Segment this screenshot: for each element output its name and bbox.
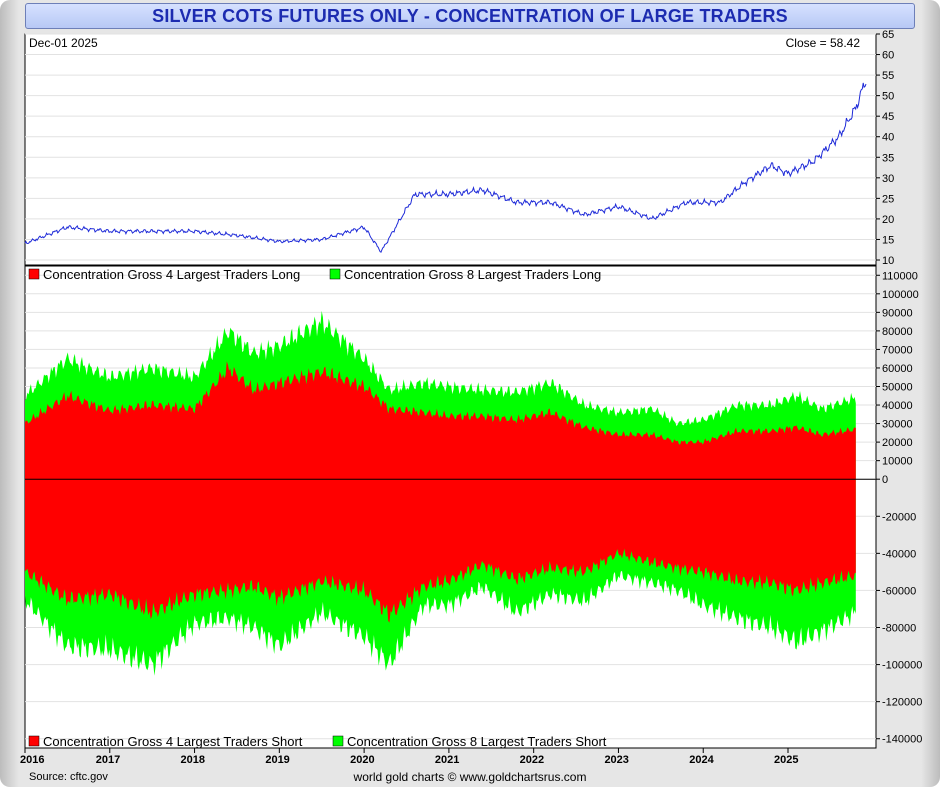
concentration-tick-label: -140000 bbox=[882, 734, 922, 746]
credit-label: world gold charts © www.goldchartsrus.co… bbox=[353, 770, 587, 784]
price-tick-label: 50 bbox=[882, 91, 894, 103]
legend-label-8-short: Concentration Gross 8 Largest Traders Sh… bbox=[347, 734, 607, 749]
legend-swatch-4-long bbox=[28, 268, 40, 280]
price-tick-label: 35 bbox=[882, 152, 894, 164]
x-axis-years: 2016 2017 2018 2019 2020 2021 2022 2023 2024 2025 bbox=[20, 748, 798, 766]
close-label: Close = 58.42 bbox=[786, 36, 861, 50]
concentration-tick-label: -40000 bbox=[882, 548, 916, 560]
year-tick-label: 2019 bbox=[265, 754, 289, 766]
price-gridlines bbox=[25, 33, 876, 261]
concentration-tick-label: 80000 bbox=[882, 326, 913, 338]
concentration-tick-label: 70000 bbox=[882, 344, 913, 356]
concentration-tick-label: 10000 bbox=[882, 456, 913, 468]
price-line bbox=[24, 82, 867, 253]
concentration-tick-label: 100000 bbox=[882, 289, 919, 301]
concentration-tick-label: 40000 bbox=[882, 400, 913, 412]
year-tick-label: 2018 bbox=[181, 754, 205, 766]
year-tick-label: 2021 bbox=[435, 754, 459, 766]
year-tick-label: 2020 bbox=[350, 754, 374, 766]
legend-swatch-8-long bbox=[329, 268, 341, 280]
title-bar: SILVER COTS FUTURES ONLY - CONCENTRATION… bbox=[25, 3, 915, 29]
concentration-tick-label: -60000 bbox=[882, 585, 916, 597]
price-tick-label: 40 bbox=[882, 132, 894, 144]
concentration-tick-label: -120000 bbox=[882, 697, 922, 709]
year-tick-label: 2024 bbox=[689, 754, 714, 766]
legend-swatch-8-short bbox=[332, 735, 344, 747]
legend-top: Concentration Gross 4 Largest Traders Lo… bbox=[28, 267, 601, 282]
legend-bottom: Concentration Gross 4 Largest Traders Sh… bbox=[28, 734, 607, 749]
price-panel bbox=[24, 33, 877, 266]
price-tick-label: 45 bbox=[882, 111, 894, 123]
concentration-tick-label: 30000 bbox=[882, 419, 913, 431]
legend-label-4-short: Concentration Gross 4 Largest Traders Sh… bbox=[43, 734, 303, 749]
price-tick-label: 20 bbox=[882, 214, 894, 226]
concentration-tick-label: 0 bbox=[882, 474, 888, 486]
legend-label-4-long: Concentration Gross 4 Largest Traders Lo… bbox=[43, 267, 300, 282]
area-4-largest-short bbox=[25, 479, 856, 623]
date-label: Dec-01 2025 bbox=[29, 36, 98, 50]
concentration-tick-label: 110000 bbox=[882, 270, 918, 282]
concentration-tick-label: 60000 bbox=[882, 363, 913, 375]
chart-title: SILVER COTS FUTURES ONLY - CONCENTRATION… bbox=[152, 5, 788, 26]
legend-label-8-long: Concentration Gross 8 Largest Traders Lo… bbox=[344, 267, 601, 282]
concentration-tick-label: -80000 bbox=[882, 623, 916, 635]
price-tick-label: 25 bbox=[882, 193, 894, 205]
year-tick-label: 2017 bbox=[96, 754, 120, 766]
price-tick-label: 10 bbox=[882, 255, 894, 267]
concentration-tick-label: 90000 bbox=[882, 307, 913, 319]
concentration-tick-label: -20000 bbox=[882, 511, 916, 523]
concentration-tick-label: 20000 bbox=[882, 437, 913, 449]
price-tick-label: 65 bbox=[882, 29, 894, 41]
concentration-areas bbox=[25, 310, 856, 676]
year-tick-label: 2022 bbox=[520, 754, 544, 766]
concentration-y-axis: 1100001000009000080000700006000050000400… bbox=[876, 270, 922, 746]
price-tick-label: 30 bbox=[882, 173, 894, 185]
area-4-largest-long bbox=[25, 361, 856, 480]
price-y-axis: 10 15 20 25 30 35 40 45 50 55 60 65 bbox=[876, 29, 894, 267]
source-label: Source: cftc.gov bbox=[29, 771, 108, 783]
price-tick-label: 55 bbox=[882, 70, 894, 82]
price-tick-label: 60 bbox=[882, 50, 894, 62]
year-tick-label: 2025 bbox=[774, 754, 798, 766]
concentration-tick-label: 50000 bbox=[882, 382, 913, 394]
year-tick-label: 2016 bbox=[20, 754, 44, 766]
year-tick-label: 2023 bbox=[604, 754, 628, 766]
concentration-tick-label: -100000 bbox=[882, 660, 922, 672]
price-tick-label: 15 bbox=[882, 234, 894, 246]
legend-swatch-4-short bbox=[28, 735, 40, 747]
